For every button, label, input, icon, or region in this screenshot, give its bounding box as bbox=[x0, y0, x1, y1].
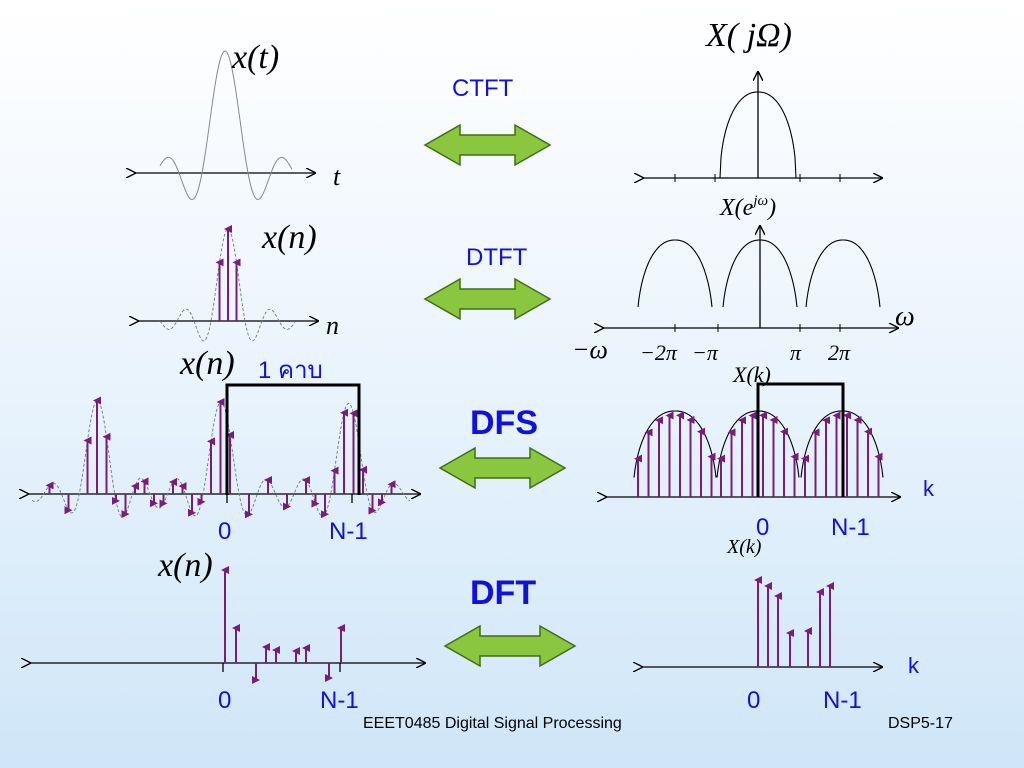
dft-time-tick-0: 0 bbox=[218, 687, 231, 714]
dfs-period-note: 1 คาบ bbox=[258, 357, 323, 384]
dtft-time-label: x(n) bbox=[261, 219, 317, 256]
dfs-freq-tick-n1: N-1 bbox=[831, 514, 870, 541]
dft-time-tick-n1: N-1 bbox=[320, 687, 359, 714]
dtft-tick-minus-2pi: −2π bbox=[640, 340, 678, 365]
dft-label: DFT bbox=[470, 574, 536, 612]
footer-slide-id: DSP5-17 bbox=[888, 715, 953, 732]
ctft-sinc-curve bbox=[159, 50, 293, 201]
dft-freq-label: X(k) bbox=[726, 536, 762, 558]
dtft-freq-axis-label: ω bbox=[895, 301, 915, 332]
dtft-spectrum-curve bbox=[637, 239, 881, 308]
ctft-double-arrow-icon bbox=[423, 123, 552, 167]
ctft-label: CTFT bbox=[452, 75, 514, 102]
ctft-time-axis-label: t bbox=[333, 162, 341, 191]
dfs-freq-axis-label: k bbox=[923, 476, 935, 501]
dft-double-arrow-icon bbox=[443, 624, 577, 668]
dft-freq-tick-0: 0 bbox=[747, 687, 760, 714]
dfs-double-arrow-icon bbox=[438, 446, 567, 490]
footer-course: EEET0485 Digital Signal Processing bbox=[363, 715, 622, 732]
dft-freq-tick-n1: N-1 bbox=[823, 687, 862, 714]
dfs-time-plot bbox=[28, 383, 420, 519]
dft-stems bbox=[221, 566, 345, 684]
dtft-tick-minus-omega: −ω bbox=[572, 335, 608, 364]
ctft-spectrum-curve bbox=[719, 91, 797, 179]
dtft-freq-plot bbox=[603, 226, 898, 332]
dfs-time-tick-n1: N-1 bbox=[329, 518, 368, 545]
ctft-time-label: x(t) bbox=[231, 39, 279, 76]
dfs-freq-stems bbox=[634, 411, 883, 497]
dft-time-label: x(n) bbox=[157, 547, 213, 584]
dtft-freq-label: X(ejω) bbox=[719, 193, 776, 221]
dfs-period-bracket bbox=[225, 383, 361, 495]
dtft-double-arrow-icon bbox=[423, 277, 552, 321]
dtft-tick-minus-pi: −π bbox=[692, 340, 719, 365]
dfs-freq-plot bbox=[606, 382, 900, 497]
ctft-freq-label: X( jΩ) bbox=[704, 17, 792, 54]
dft-time-plot bbox=[30, 566, 425, 684]
dfs-time-label: x(n) bbox=[179, 345, 235, 382]
dtft-time-plot bbox=[138, 225, 318, 342]
dft-freq-plot bbox=[642, 576, 882, 667]
dtft-stems bbox=[215, 225, 241, 321]
dft-freq-axis-label: k bbox=[908, 653, 920, 678]
dtft-tick-pi: π bbox=[790, 340, 802, 365]
dtft-envelope-curve bbox=[159, 228, 296, 342]
ctft-freq-plot bbox=[643, 72, 882, 182]
dtft-tick-2pi: 2π bbox=[828, 340, 851, 365]
dft-freq-stems bbox=[754, 576, 834, 667]
ctft-time-plot bbox=[135, 50, 315, 201]
dtft-time-axis-label: n bbox=[326, 311, 339, 340]
dfs-stems bbox=[45, 396, 396, 519]
dtft-label: DTFT bbox=[466, 244, 528, 271]
dfs-time-tick-0: 0 bbox=[218, 518, 231, 545]
dfs-freq-tick-0: 0 bbox=[756, 514, 769, 541]
dfs-freq-period-bracket bbox=[756, 382, 845, 497]
dfs-label: DFS bbox=[470, 404, 538, 442]
dfs-freq-label: X(k) bbox=[732, 362, 771, 387]
